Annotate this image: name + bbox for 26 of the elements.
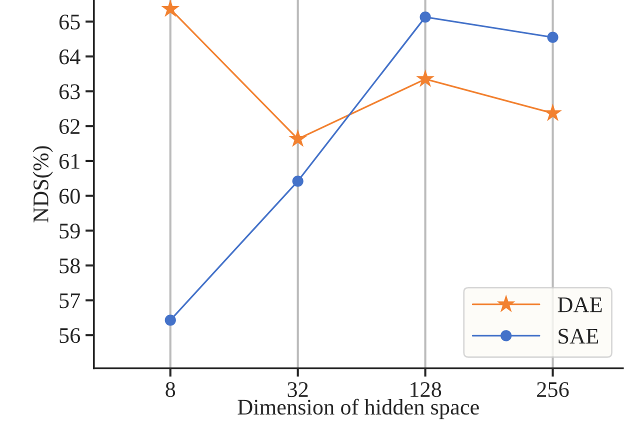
x-tick-label: 8 (166, 382, 176, 398)
y-tick-label: 65 (59, 14, 80, 30)
y-tick-label: 60 (59, 188, 80, 204)
x-tick-label: 256 (537, 382, 569, 398)
x-tick-label: 128 (410, 382, 442, 398)
y-tick-label: 61 (59, 154, 80, 169)
y-tick-label: 59 (60, 224, 80, 239)
y-tick-label: 57 (60, 293, 80, 308)
x-axis-title: Dimension of hidden space (238, 398, 479, 420)
point (547, 32, 558, 43)
point (544, 104, 562, 122)
point (420, 12, 431, 23)
point (164, 314, 176, 326)
point (292, 176, 304, 187)
y-tick-label: 58 (60, 258, 80, 274)
y-tick-label: 63 (59, 84, 80, 100)
x-tick-label: 32 (288, 382, 308, 398)
legend-label: SAE (558, 328, 598, 344)
y-tick-label: 62 (59, 119, 80, 134)
legend-label: DAE (558, 297, 602, 312)
point (288, 129, 308, 147)
point (416, 69, 435, 87)
point (161, 0, 180, 17)
y-tick-label: 64 (59, 49, 80, 64)
y-axis-title: NDS(%) (32, 146, 53, 222)
y-tick-label: 56 (60, 328, 80, 344)
